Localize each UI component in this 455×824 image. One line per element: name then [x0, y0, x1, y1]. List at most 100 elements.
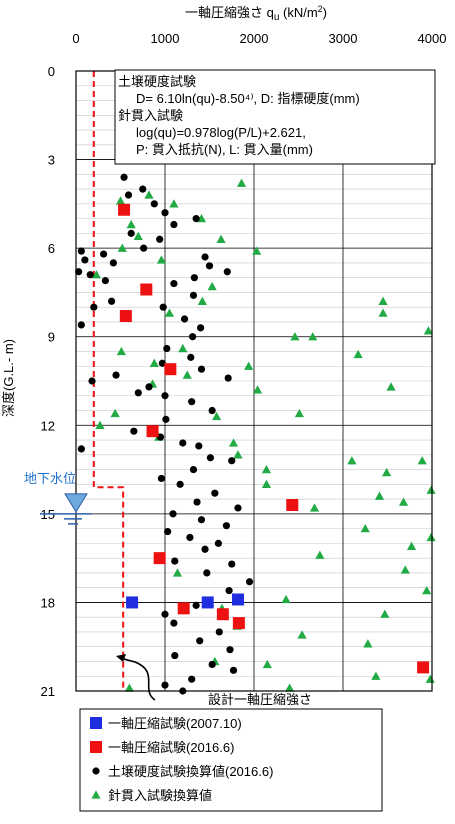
- data-point-circle: [163, 344, 171, 353]
- data-point-circle: [164, 527, 172, 536]
- data-point-circle: [158, 359, 166, 367]
- data-point-triangle: [398, 497, 409, 506]
- annotation-line-1: 土壌硬度試験: [118, 74, 196, 89]
- legend-box: [79, 708, 383, 812]
- data-point-triangle: [156, 255, 167, 264]
- data-point-circle: [192, 601, 200, 609]
- data-point-circle: [99, 250, 108, 258]
- y-tick-label: 0: [48, 64, 55, 79]
- data-point-circle: [229, 666, 238, 674]
- data-point-triangle: [172, 568, 183, 577]
- series-square: [118, 203, 430, 674]
- data-point-triangle: [212, 411, 222, 421]
- legend-marker-triangle: [91, 790, 101, 799]
- y-axis-title: 深度(G.L.- m): [1, 339, 16, 417]
- data-point-triangle: [382, 467, 392, 477]
- data-point-triangle: [95, 420, 105, 429]
- data-point-square: [140, 283, 153, 296]
- annotation-line-2: D= 6.10ln(qu)-8.50⁴⁾, D: 指標硬度(mm): [136, 91, 360, 106]
- data-point-triangle: [400, 565, 410, 574]
- annotation-box: [114, 69, 436, 165]
- x-tick-label: 2000: [240, 31, 269, 46]
- data-point-circle: [205, 262, 214, 270]
- data-point-triangle: [308, 332, 318, 341]
- data-point-circle: [161, 610, 169, 618]
- data-point-circle: [171, 557, 179, 565]
- data-point-triangle: [262, 659, 272, 669]
- data-point-circle: [112, 371, 120, 379]
- y-tick-label: 21: [41, 684, 55, 699]
- annotation-line-3: 針貫入試験: [118, 108, 183, 123]
- data-point-circle: [226, 646, 234, 654]
- data-point-square: [146, 425, 159, 438]
- data-point-circle: [224, 374, 232, 382]
- design-curve-label: 設計一軸圧縮強さ: [208, 692, 312, 707]
- data-point-circle: [179, 439, 187, 447]
- data-point-circle: [225, 587, 233, 595]
- data-point-circle: [156, 235, 164, 243]
- data-point-circle: [223, 268, 231, 276]
- x-tick-label: 1000: [151, 31, 180, 46]
- annotation-line-4: log(qu)=0.978log(P/L)+2.621,: [136, 125, 306, 140]
- data-point-triangle: [110, 408, 120, 418]
- data-point-triangle: [216, 234, 226, 243]
- data-point-circle: [186, 533, 194, 542]
- data-point-circle: [193, 498, 201, 506]
- data-point-triangle: [423, 326, 434, 335]
- data-point-triangle: [252, 246, 262, 255]
- data-point-circle: [195, 442, 203, 450]
- data-point-circle: [81, 256, 89, 264]
- data-point-triangle: [182, 370, 192, 379]
- y-tick-label: 6: [48, 241, 55, 256]
- data-point-triangle: [309, 503, 320, 512]
- data-point-square: [126, 596, 139, 609]
- data-point-triangle: [117, 243, 127, 252]
- data-point-triangle: [244, 361, 254, 370]
- data-point-triangle: [363, 639, 373, 648]
- data-point-triangle: [236, 178, 247, 187]
- data-point-circle: [197, 324, 205, 332]
- data-point-circle: [150, 200, 158, 208]
- data-point-circle: [171, 651, 179, 660]
- design-strength-line: [92, 71, 125, 691]
- series-circle: [75, 173, 254, 695]
- data-point-circle: [190, 274, 198, 282]
- data-point-circle: [197, 365, 206, 373]
- data-point-circle: [211, 489, 219, 497]
- data-point-circle: [234, 504, 242, 512]
- x-axis-title: 一軸圧縮強さ qu (kN/m2): [185, 4, 327, 23]
- data-point-triangle: [91, 270, 102, 279]
- data-point-circle: [77, 247, 85, 255]
- y-tick-label: 3: [48, 153, 55, 168]
- data-point-triangle: [422, 586, 432, 595]
- data-point-triangle: [116, 346, 126, 356]
- data-point-circle: [222, 522, 231, 530]
- data-point-circle: [170, 619, 178, 627]
- data-point-triangle: [374, 491, 385, 500]
- water-triangle: [64, 493, 88, 513]
- data-point-square: [119, 310, 132, 323]
- data-point-triangle: [197, 296, 207, 305]
- data-point-circle: [214, 539, 222, 547]
- data-point-circle: [86, 271, 94, 279]
- data-point-circle: [189, 291, 198, 299]
- data-point-circle: [206, 454, 214, 462]
- data-marks: [75, 173, 436, 695]
- data-point-triangle: [386, 382, 396, 391]
- data-point-triangle: [126, 219, 136, 229]
- data-point-circle: [245, 578, 254, 586]
- data-point-circle: [139, 185, 147, 193]
- y-tick-label: 18: [41, 595, 55, 610]
- y-tick-label: 12: [41, 418, 55, 433]
- data-point-triangle: [207, 281, 217, 291]
- data-point-circle: [88, 377, 96, 385]
- data-point-circle: [197, 516, 206, 524]
- data-point-circle: [228, 560, 236, 568]
- data-point-circle: [145, 383, 153, 391]
- data-point-square: [232, 617, 245, 630]
- data-point-triangle: [233, 450, 243, 459]
- annotation-line-5: P: 貫入抵抗(N), L: 貫入量(mm): [136, 142, 313, 157]
- data-point-circle: [130, 427, 138, 435]
- data-point-circle: [127, 229, 135, 237]
